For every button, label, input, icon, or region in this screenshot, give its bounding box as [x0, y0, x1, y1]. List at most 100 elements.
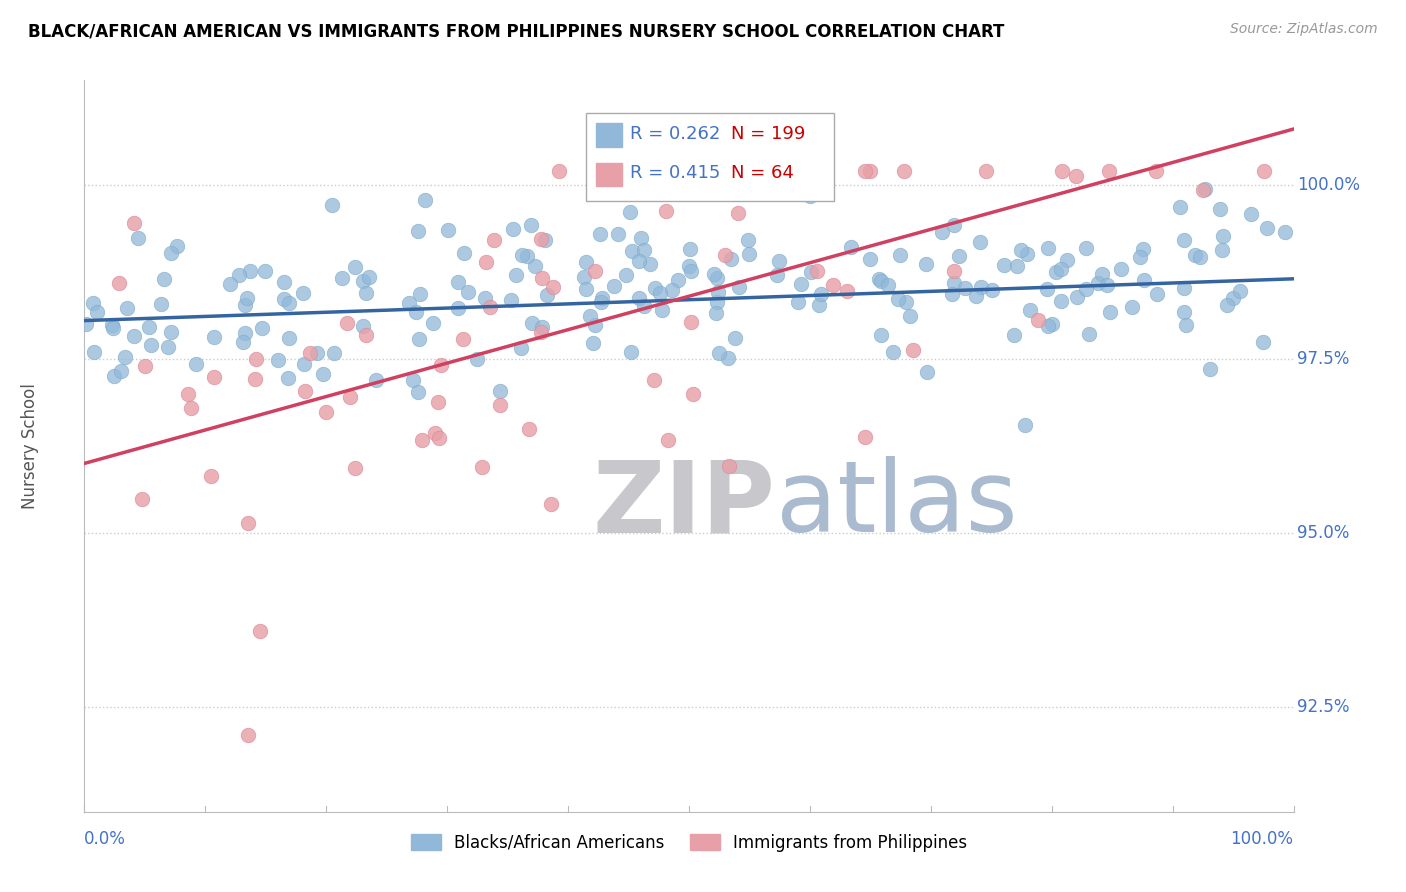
Point	[720, 252, 742, 266]
Legend: Blacks/African Americans, Immigrants from Philippines: Blacks/African Americans, Immigrants fro…	[404, 827, 974, 858]
Point	[423, 425, 446, 440]
Point	[1019, 303, 1042, 318]
Point	[943, 218, 966, 232]
Point	[406, 225, 429, 239]
Point	[366, 373, 388, 387]
Point	[915, 366, 938, 380]
Point	[101, 318, 124, 332]
Point	[1253, 335, 1275, 350]
Point	[83, 345, 105, 359]
Point	[868, 272, 890, 286]
Point	[651, 302, 673, 317]
Point	[1036, 319, 1059, 334]
Text: 97.5%: 97.5%	[1298, 350, 1350, 368]
Point	[655, 203, 678, 218]
Point	[706, 270, 728, 285]
Point	[953, 280, 976, 294]
Point	[707, 285, 730, 299]
Point	[1002, 327, 1025, 342]
Point	[474, 291, 496, 305]
Point	[436, 223, 458, 237]
Point	[661, 284, 683, 298]
Point	[1253, 164, 1275, 178]
Point	[273, 293, 295, 307]
Point	[117, 301, 139, 315]
Point	[727, 206, 749, 220]
Point	[321, 198, 343, 212]
Point	[1194, 182, 1216, 196]
Point	[177, 386, 200, 401]
Point	[457, 285, 479, 299]
Point	[465, 352, 488, 367]
Point	[614, 268, 637, 282]
Text: atlas: atlas	[776, 456, 1018, 553]
Point	[235, 326, 257, 341]
Point	[1256, 221, 1278, 235]
Text: 100.0%: 100.0%	[1230, 830, 1294, 848]
Point	[530, 270, 553, 285]
Point	[150, 297, 173, 311]
Point	[402, 373, 425, 387]
Point	[1216, 298, 1239, 312]
Point	[728, 280, 751, 294]
Point	[679, 243, 702, 257]
Point	[408, 332, 430, 346]
Point	[870, 274, 893, 288]
Point	[354, 327, 377, 342]
Point	[75, 317, 97, 331]
Point	[853, 430, 876, 444]
Point	[703, 268, 725, 282]
Point	[131, 491, 153, 506]
Point	[127, 231, 149, 245]
Point	[536, 287, 558, 301]
Point	[841, 240, 863, 254]
Point	[530, 319, 553, 334]
Point	[1074, 240, 1097, 254]
Point	[799, 188, 821, 202]
Point	[430, 358, 453, 372]
Text: 0.0%: 0.0%	[84, 830, 127, 848]
Point	[969, 235, 991, 250]
Point	[901, 343, 924, 358]
Point	[648, 285, 671, 300]
Point	[682, 386, 704, 401]
Point	[354, 285, 377, 300]
Point	[1036, 282, 1059, 296]
Point	[970, 280, 993, 294]
Point	[1132, 242, 1154, 256]
Point	[541, 280, 564, 294]
Point	[575, 255, 598, 269]
Point	[768, 253, 790, 268]
Point	[1109, 261, 1132, 276]
Point	[307, 346, 329, 360]
Point	[291, 286, 314, 301]
Point	[882, 344, 904, 359]
Point	[277, 296, 299, 310]
Point	[453, 332, 475, 346]
Point	[82, 296, 104, 310]
Point	[589, 227, 612, 242]
Text: R = 0.415: R = 0.415	[630, 164, 720, 182]
Point	[980, 284, 1002, 298]
Point	[835, 284, 858, 298]
Point	[681, 316, 703, 330]
Point	[666, 273, 689, 287]
Point	[292, 357, 315, 371]
Point	[1209, 202, 1232, 216]
Point	[245, 372, 267, 386]
Point	[134, 359, 156, 374]
Point	[714, 248, 737, 262]
Point	[312, 367, 335, 381]
Point	[522, 316, 544, 330]
Point	[344, 461, 367, 475]
Point	[1212, 228, 1234, 243]
Point	[202, 330, 225, 344]
Point	[889, 248, 911, 262]
Point	[108, 276, 131, 290]
Point	[993, 259, 1015, 273]
Point	[352, 318, 374, 333]
Point	[153, 272, 176, 286]
Point	[1199, 362, 1222, 376]
Point	[357, 270, 380, 285]
Point	[405, 304, 427, 318]
